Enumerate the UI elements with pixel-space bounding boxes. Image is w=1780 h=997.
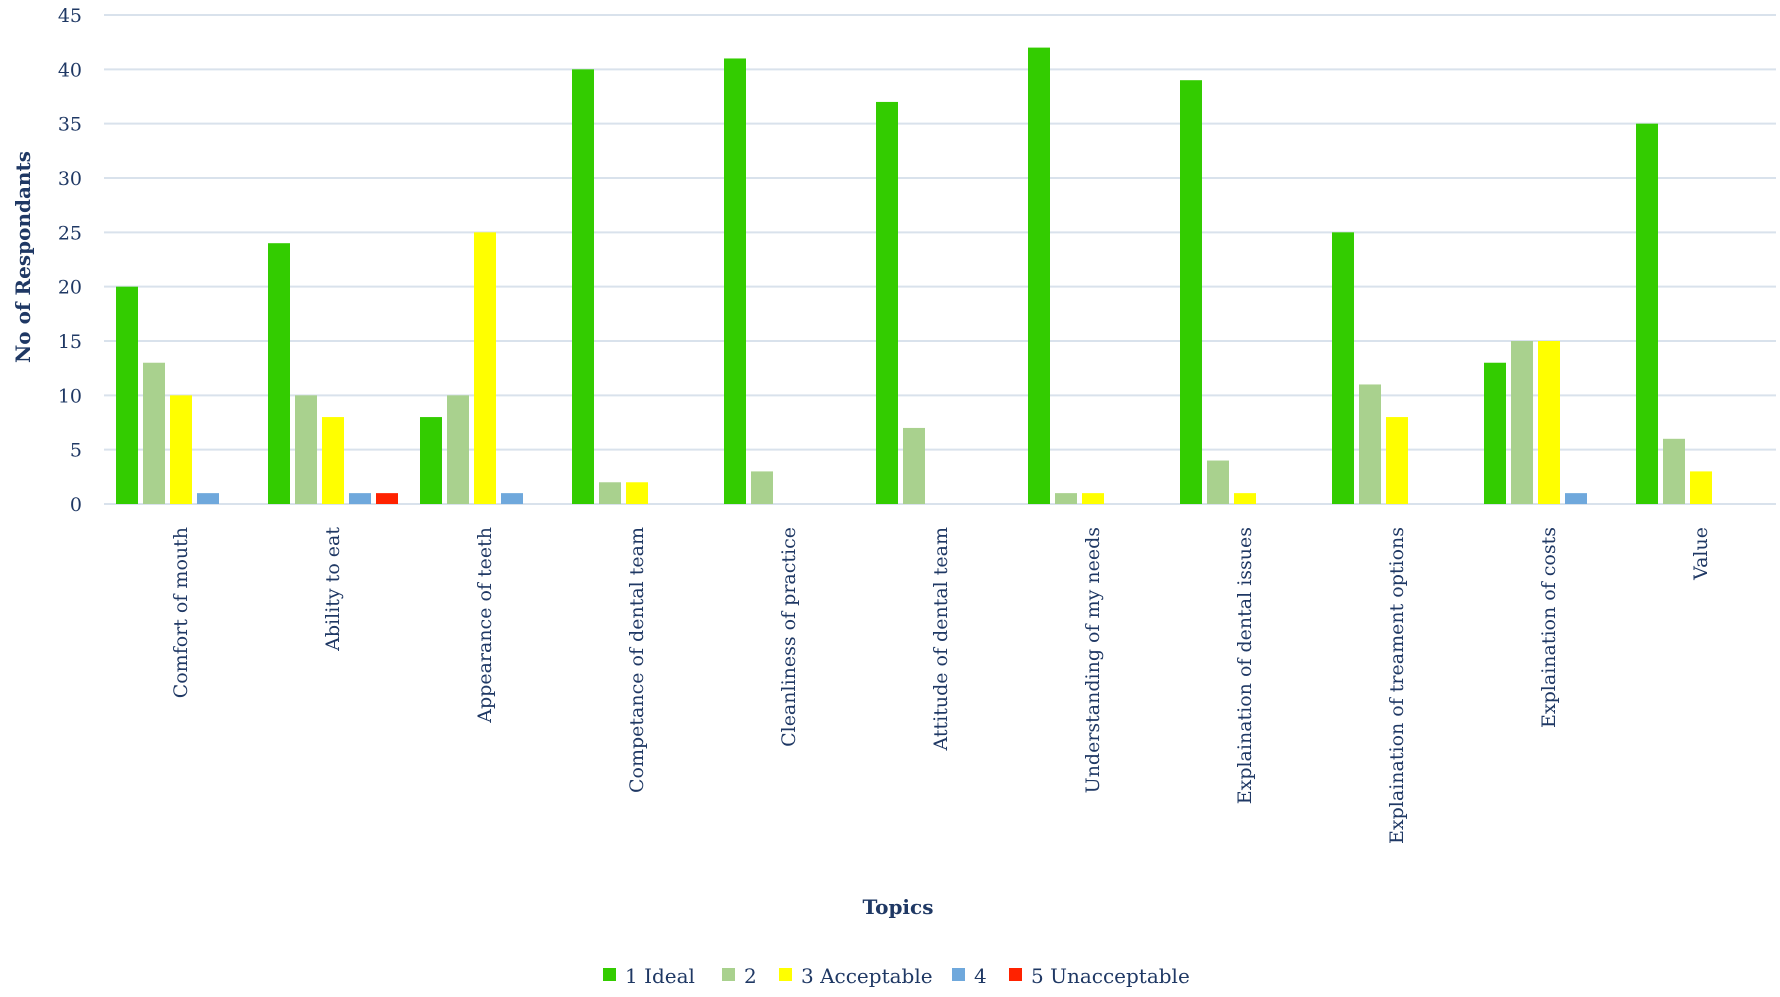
legend-label: 2 [744, 964, 757, 988]
y-tick-label: 45 [58, 5, 82, 27]
legend-swatch [722, 968, 735, 981]
bar [116, 286, 138, 504]
bar [501, 493, 523, 504]
legend-label: 1 Ideal [625, 964, 695, 988]
bars [116, 47, 1712, 505]
bar [724, 58, 746, 504]
bar [599, 482, 621, 504]
x-category-label: Appearance of teeth [474, 527, 496, 724]
bar [1180, 80, 1202, 504]
bar [1565, 493, 1587, 504]
gridlines [104, 14, 1776, 505]
bar [1511, 341, 1533, 504]
y-tick-label: 35 [58, 114, 82, 136]
legend: 1 Ideal 2 3 Acceptable 4 5 Unacceptable [603, 964, 1190, 988]
bar [876, 101, 898, 504]
x-category-label: Comfort of mouth [170, 527, 192, 698]
bar [197, 493, 219, 504]
bar [170, 395, 192, 504]
y-axis-ticks: 0 5 10 15 20 25 30 35 40 45 [58, 5, 82, 516]
y-tick-label: 0 [70, 494, 82, 516]
x-axis-category-labels: Comfort of mouth Ability to eat Appearance… [170, 527, 1712, 844]
bar [1207, 460, 1229, 504]
bar [572, 69, 594, 504]
bar [295, 395, 317, 504]
y-tick-label: 40 [58, 59, 82, 81]
bar [751, 471, 773, 504]
bar [1538, 341, 1560, 504]
legend-swatch [952, 968, 965, 981]
bar [420, 417, 442, 504]
y-tick-label: 10 [58, 385, 82, 407]
bar [268, 243, 290, 504]
bar [322, 417, 344, 504]
x-category-label: Explaination of costs [1538, 527, 1560, 728]
legend-swatch [603, 968, 616, 981]
x-category-label: Attitude of dental team [930, 527, 952, 752]
bar [626, 482, 648, 504]
bar [1055, 493, 1077, 504]
x-category-label: Value [1690, 527, 1712, 581]
bar [1690, 471, 1712, 504]
bar [349, 493, 371, 504]
x-category-label: Explaination of dental issues [1234, 527, 1256, 804]
x-category-label: Understanding of my needs [1082, 527, 1104, 793]
y-tick-label: 25 [58, 222, 82, 244]
bar [1234, 493, 1256, 504]
bar [474, 232, 496, 505]
legend-label: 4 [974, 964, 987, 988]
x-category-label: Explaination of treament options [1386, 527, 1408, 844]
bar [447, 395, 469, 504]
legend-label: 5 Unacceptable [1031, 964, 1190, 988]
y-tick-label: 5 [70, 440, 82, 462]
bar [1359, 384, 1381, 504]
bar [903, 427, 925, 504]
legend-label: 3 Acceptable [801, 964, 933, 988]
bar [1082, 493, 1104, 504]
bar [376, 493, 398, 504]
bar [1484, 362, 1506, 504]
bar [1663, 438, 1685, 504]
bar [143, 362, 165, 504]
y-axis-title: No of Respondants [11, 151, 35, 363]
bar [1332, 232, 1354, 505]
x-category-label: Cleanliness of practice [778, 527, 800, 747]
bar [1028, 47, 1050, 504]
x-category-label: Competance of dental team [626, 527, 648, 793]
legend-swatch [779, 968, 792, 981]
y-tick-label: 15 [58, 331, 82, 353]
legend-swatch [1009, 968, 1022, 981]
x-axis-title: Topics [863, 895, 934, 919]
bar [1386, 417, 1408, 504]
y-tick-label: 30 [58, 168, 82, 190]
y-tick-label: 20 [58, 277, 82, 299]
bar [1636, 123, 1658, 505]
x-category-label: Ability to eat [322, 527, 344, 652]
